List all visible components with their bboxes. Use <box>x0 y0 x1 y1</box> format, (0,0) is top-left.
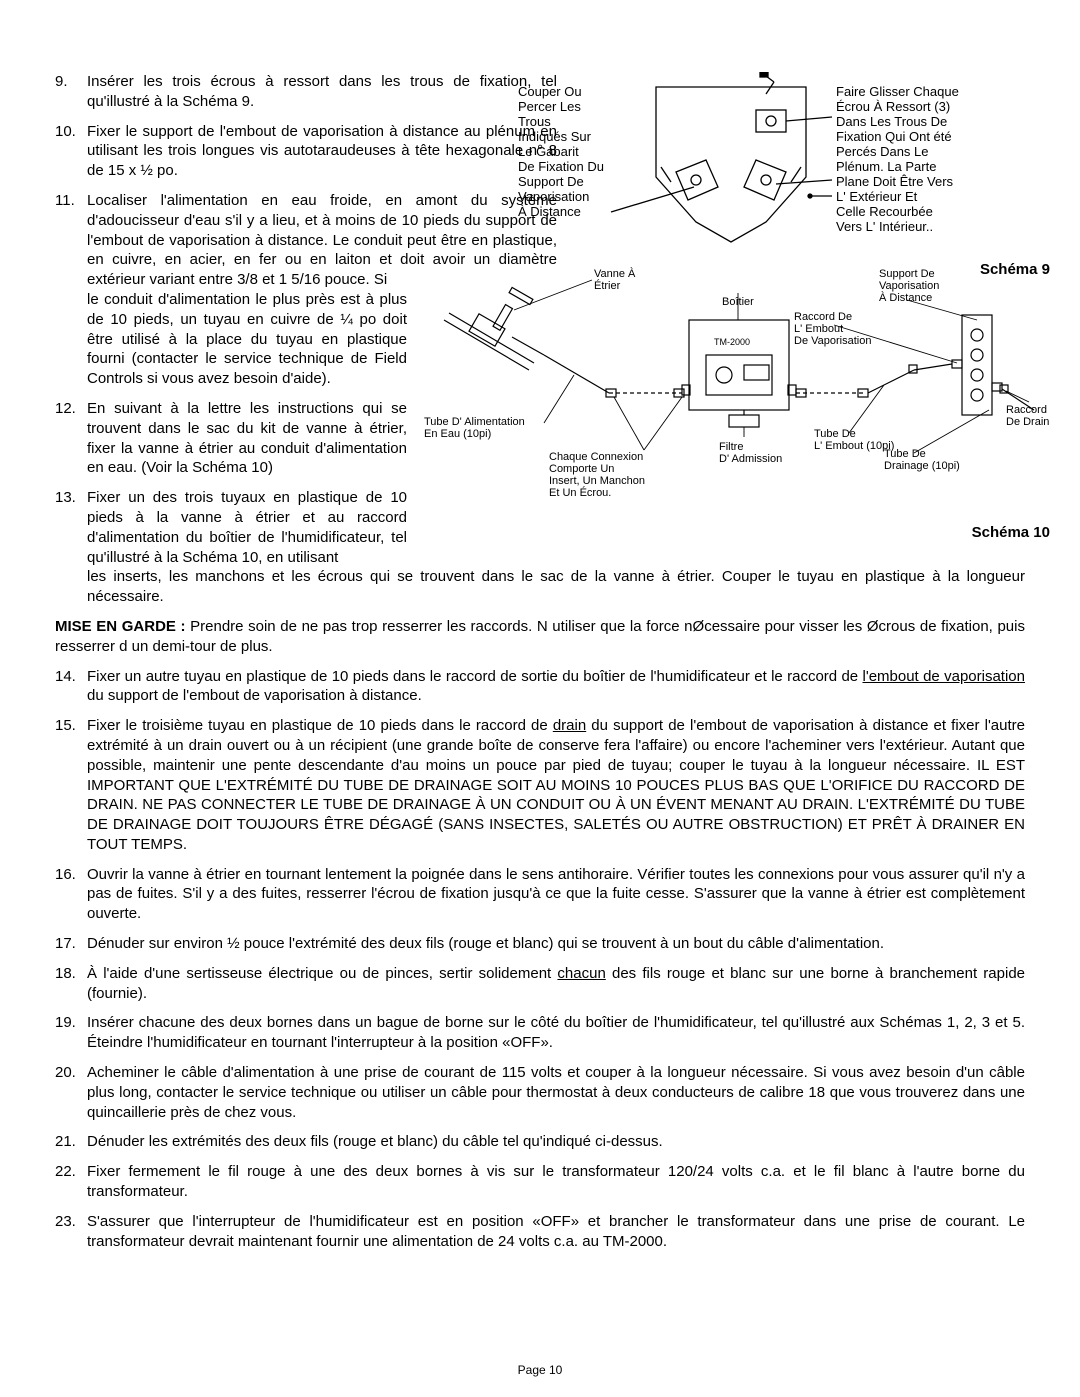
item-text-b: du support de l'embout de vaporisation à… <box>87 717 1025 853</box>
list-item-19: 19. Insérer chacune des deux bornes dans… <box>55 1013 1025 1053</box>
warning-paragraph: MISE EN GARDE : Prendre soin de ne pas t… <box>55 617 1025 657</box>
item-text: S'assurer que l'interrupteur de l'humidi… <box>87 1213 1025 1250</box>
list-item-17: 17. Dénuder sur environ ½ pouce l'extrém… <box>55 934 1025 954</box>
list-item-11: 11. Localiser l'alimentation en eau froi… <box>55 191 1025 389</box>
item-text: En suivant à la lettre les instructions … <box>87 400 407 476</box>
page-number: Page 10 <box>0 1363 1080 1377</box>
item-text: Fixer le support de l'embout de vaporisa… <box>87 123 557 180</box>
list-item-23: 23. S'assurer que l'interrupteur de l'hu… <box>55 1212 1025 1252</box>
item-text-b: du support de l'embout de vaporisation à… <box>87 687 422 704</box>
item-text: Dénuder sur environ ½ pouce l'extrémité … <box>87 935 884 952</box>
item-text: Insérer chacune des deux bornes dans un … <box>87 1014 1025 1051</box>
list-item-13: 13. Fixer un des trois tuyaux en plastiq… <box>55 488 1025 607</box>
list-item-14: 14. Fixer un autre tuyau en plastique de… <box>55 667 1025 707</box>
list-item-12: 12. En suivant à la lettre les instructi… <box>55 399 407 478</box>
list-item-15: 15. Fixer le troisième tuyau en plastiqu… <box>55 716 1025 855</box>
svg-text:Tube D' AlimentationEn Eau (10: Tube D' AlimentationEn Eau (10pi) <box>424 416 525 440</box>
list-item-16: 16. Ouvrir la vanne à étrier en tournant… <box>55 865 1025 924</box>
svg-text:FiltreD' Admission: FiltreD' Admission <box>719 441 782 465</box>
item-text-b: les inserts, les manchons et les écrous … <box>87 567 1025 607</box>
warning-label: MISE EN GARDE : <box>55 618 186 635</box>
list-item-21: 21. Dénuder les extrémités des deux fils… <box>55 1132 1025 1152</box>
item-text-a: Fixer un des trois tuyaux en plastique d… <box>87 488 407 567</box>
item-text-a: Fixer le troisième tuyau en plastique de… <box>87 717 553 734</box>
item-text: Fixer fermement le fil rouge à une des d… <box>87 1163 1025 1200</box>
svg-text:Tube DeL' Embout (10pi): Tube DeL' Embout (10pi) <box>814 428 894 452</box>
instruction-list-cont: 14. Fixer un autre tuyau en plastique de… <box>55 667 1025 1252</box>
item-text: Dénuder les extrémités des deux fils (ro… <box>87 1133 663 1150</box>
svg-text:RaccordDe Drain: RaccordDe Drain <box>1006 404 1049 428</box>
item-text: Acheminer le câble d'alimentation à une … <box>87 1064 1025 1121</box>
item-text-a: Fixer un autre tuyau en plastique de 10 … <box>87 668 863 685</box>
item-text-a: À l'aide d'une sertisseuse électrique ou… <box>87 965 557 982</box>
item-text-b: le conduit d'alimentation le plus près e… <box>87 290 407 389</box>
item-text-a: Localiser l'alimentation en eau froide, … <box>87 191 557 290</box>
warning-text: Prendre soin de ne pas trop resserrer le… <box>55 618 1025 655</box>
list-item-20: 20. Acheminer le câble d'alimentation à … <box>55 1063 1025 1122</box>
item-underline: drain <box>553 717 586 734</box>
list-item-10: 10. Fixer le support de l'embout de vapo… <box>55 122 557 181</box>
list-item-18: 18. À l'aide d'une sertisseuse électriqu… <box>55 964 1025 1004</box>
item-text: Ouvrir la vanne à étrier en tournant len… <box>87 866 1025 923</box>
svg-text:Tube DeDrainage (10pi): Tube DeDrainage (10pi) <box>884 448 960 472</box>
item-underline: l'embout de vaporisation <box>863 668 1025 685</box>
item-underline: chacun <box>557 965 605 982</box>
item-text: Insérer les trois écrous à ressort dans … <box>87 73 557 110</box>
list-item-22: 22. Fixer fermement le fil rouge à une d… <box>55 1162 1025 1202</box>
list-item-9: 9. Insérer les trois écrous à ressort da… <box>55 72 557 112</box>
page: Couper OuPercer LesTrousIndiqués SurLe G… <box>0 0 1080 1397</box>
